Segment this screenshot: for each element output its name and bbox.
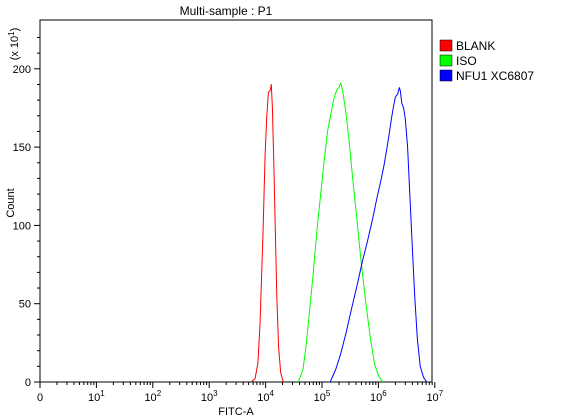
x-tick-label: 0 [37, 392, 43, 404]
series-line-blank [250, 84, 284, 383]
legend-swatch [439, 39, 453, 52]
legend-label: BLANK [456, 39, 495, 53]
y-tick-label: 150 [13, 142, 31, 154]
legend-swatch [439, 54, 453, 67]
y-tick-label: 200 [13, 64, 31, 76]
chart-title: Multi-sample : P1 [180, 4, 273, 18]
x-tick-label: 104 [257, 389, 274, 404]
y-axis: 0 50 100 150 200 [13, 36, 40, 389]
x-tick-label: 103 [201, 389, 218, 404]
x-axis: 0 101 102 103 104 105 106 107 [37, 382, 444, 404]
y-axis-label: Count [5, 188, 17, 217]
x-tick-label: 105 [314, 389, 331, 404]
y-axis-multiplier: (x 101) [7, 28, 21, 61]
plot-frame [39, 19, 433, 383]
y-tick-label: 100 [13, 220, 31, 232]
series-layer [250, 82, 428, 383]
series-line-nfu1-xc6807 [329, 87, 428, 383]
legend-swatch [439, 69, 453, 82]
legend-label: NFU1 XC6807 [456, 69, 534, 83]
x-axis-label: FITC-A [218, 406, 254, 418]
series-line-iso [297, 82, 384, 383]
x-tick-label: 107 [426, 389, 443, 404]
x-tick-label: 102 [144, 389, 161, 404]
svg-text:(x 101): (x 101) [7, 28, 21, 61]
x-tick-label: 101 [88, 389, 105, 404]
y-tick-label: 50 [19, 299, 31, 311]
legend-label: ISO [456, 54, 477, 68]
x-tick-label: 106 [370, 389, 387, 404]
y-tick-label: 0 [25, 377, 31, 389]
